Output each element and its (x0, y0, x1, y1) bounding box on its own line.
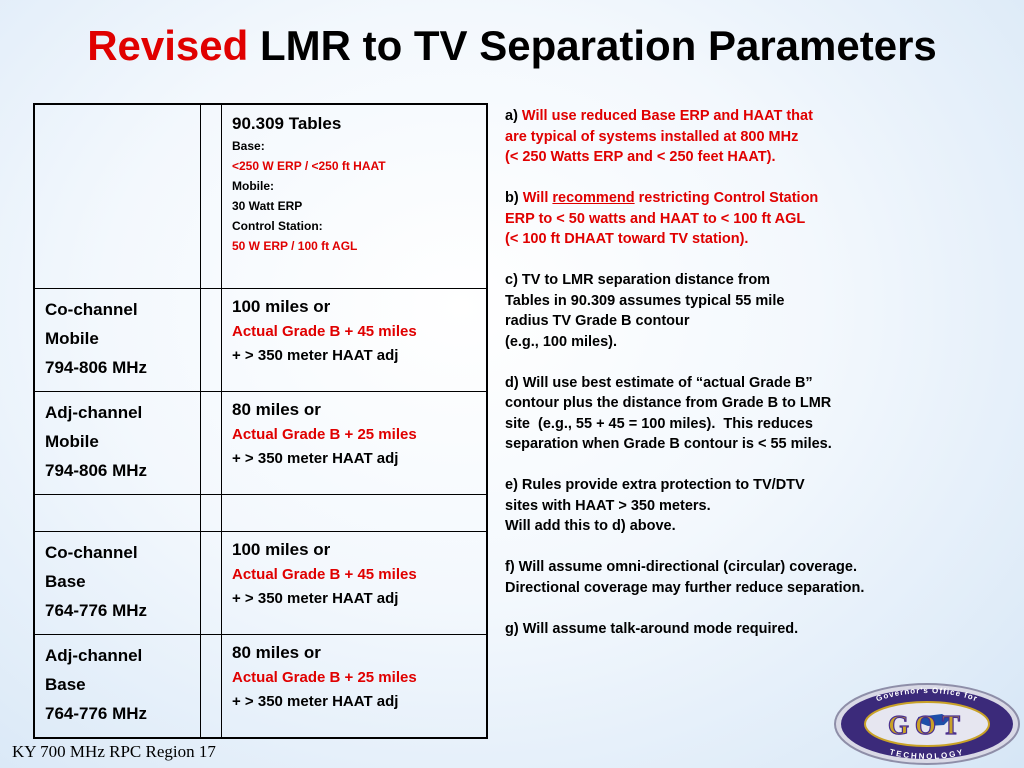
note-a-line-3: (< 250 Watts ERP and < 250 feet HAAT). (505, 149, 776, 165)
slide-title: Revised LMR to TV Separation Parameters (0, 22, 1024, 70)
row-haat-adj: + > 350 meter HAAT adj (232, 346, 399, 364)
row-channel: Adj-channel (45, 645, 143, 665)
base-label: Base: (232, 139, 265, 153)
note-a-line-2: are typical of systems installed at 800 … (505, 128, 799, 145)
row-actual-grade-b: Actual Grade B + 25 miles (232, 668, 417, 686)
note-c: c) TV to LMR separation distance from Ta… (505, 270, 1005, 352)
row-type: Mobile (45, 431, 99, 451)
row-channel: Adj-channel (45, 402, 143, 422)
row-haat-adj: + > 350 meter HAAT adj (232, 589, 399, 607)
mobile-label: Mobile: (232, 179, 274, 193)
row-type: Mobile (45, 328, 99, 348)
note-b-will: Will (522, 190, 553, 206)
note-e-line-2: sites with HAAT > 350 meters. (505, 497, 711, 514)
control-station-label: Control Station: (232, 219, 323, 233)
note-d: d) Will use best estimate of “actual Gra… (505, 373, 1005, 455)
row-band: 764-776 MHz (45, 600, 148, 620)
row-channel: Co-channel (45, 542, 138, 562)
note-c-line-2: Tables in 90.309 assumes typical 55 mile (505, 292, 785, 309)
row-actual-grade-b: Actual Grade B + 25 miles (232, 425, 417, 443)
note-d-line-2: contour plus the distance from Grade B t… (505, 395, 832, 411)
mobile-limits: 30 Watt ERP (232, 199, 303, 213)
row-haat-adj: + > 350 meter HAAT adj (232, 692, 399, 710)
base-limits: <250 W ERP / <250 ft HAAT (232, 159, 386, 173)
footer-text: KY 700 MHz RPC Region 17 (12, 742, 216, 761)
note-b-line-2: ERP to < 50 watts and HAAT to < 100 ft A… (505, 210, 806, 227)
note-c-line-1: c) TV to LMR separation distance from (505, 272, 771, 288)
row-actual-grade-b: Actual Grade B + 45 miles (232, 565, 417, 583)
tables-heading: 90.309 Tables (232, 114, 342, 133)
note-c-line-4: (e.g., 100 miles). (505, 333, 618, 350)
title-main: LMR to TV Separation Parameters (259, 22, 937, 69)
note-c-line-3: radius TV Grade B contour (505, 313, 690, 329)
row-type: Base (45, 571, 86, 591)
table-row: Adj-channel Base 764-776 MHz 80 miles or… (33, 633, 488, 739)
table-row: Co-channel Mobile 794-806 MHz 100 miles … (33, 287, 488, 392)
kentucky-map-icon (918, 714, 950, 726)
note-f-line-2: Directional coverage may further reduce … (505, 579, 865, 596)
notes-panel: a) Will use reduced Base ERP and HAAT th… (505, 106, 1005, 660)
note-b-prefix: b) (505, 190, 523, 206)
row-actual-grade-b: Actual Grade B + 45 miles (232, 322, 417, 340)
row-band: 764-776 MHz (45, 703, 148, 723)
note-g-line-1: g) Will assume talk-around mode required… (505, 620, 799, 637)
spacer-cell (200, 287, 222, 392)
note-a-line-1: Will use reduced Base ERP and HAAT that (521, 108, 813, 124)
note-e-line-1: e) Rules provide extra protection to TV/… (505, 477, 805, 493)
title-revised: Revised (87, 22, 249, 69)
note-d-line-3: site (e.g., 55 + 45 = 100 miles). This r… (505, 415, 813, 432)
spacer-cell (200, 390, 222, 495)
spacer-cell (200, 103, 222, 289)
note-g: g) Will assume talk-around mode required… (505, 619, 1005, 640)
row-distance: 100 miles or (232, 296, 331, 316)
note-b-line-3: (< 100 ft DHAAT toward TV station). (505, 231, 749, 247)
row-distance: 80 miles or (232, 642, 321, 662)
note-b-line-1-rest: restricting Control Station (634, 190, 819, 206)
note-f-line-1: f) Will assume omni-directional (circula… (505, 559, 857, 575)
table-header-row: 90.309 Tables Base: <250 W ERP / <250 ft… (33, 103, 488, 289)
note-b-recommend: recommend (552, 190, 635, 206)
row-haat-adj: + > 350 meter HAAT adj (232, 449, 399, 467)
note-f: f) Will assume omni-directional (circula… (505, 557, 1005, 598)
header-empty-cell (33, 103, 201, 289)
note-d-line-4: separation when Grade B contour is < 55 … (505, 436, 832, 452)
note-a-prefix: a) (505, 108, 522, 124)
spacer-cell (200, 530, 222, 635)
row-distance: 100 miles or (232, 539, 331, 559)
note-a: a) Will use reduced Base ERP and HAAT th… (505, 106, 1005, 168)
row-channel: Co-channel (45, 299, 138, 319)
separation-table: 90.309 Tables Base: <250 W ERP / <250 ft… (33, 103, 488, 739)
row-type: Base (45, 674, 86, 694)
row-distance: 80 miles or (232, 399, 321, 419)
note-b: b) Will recommend restricting Control St… (505, 188, 1005, 250)
got-logo: Governor's Office for TECHNOLOGY GOT (834, 683, 1020, 765)
control-station-limits: 50 W ERP / 100 ft AGL (232, 239, 358, 253)
row-band: 794-806 MHz (45, 460, 148, 480)
spacer-cell (200, 633, 222, 739)
table-empty-row (33, 493, 488, 532)
note-d-line-1: d) Will use best estimate of “actual Gra… (505, 374, 813, 391)
note-e-line-3: Will add this to d) above. (505, 518, 676, 534)
spacer-cell (200, 493, 222, 532)
row-band: 794-806 MHz (45, 357, 148, 377)
table-row: Co-channel Base 764-776 MHz 100 miles or… (33, 530, 488, 635)
table-row: Adj-channel Mobile 794-806 MHz 80 miles … (33, 390, 488, 495)
logo-main-text: GOT (888, 710, 966, 740)
note-e: e) Rules provide extra protection to TV/… (505, 475, 1005, 537)
